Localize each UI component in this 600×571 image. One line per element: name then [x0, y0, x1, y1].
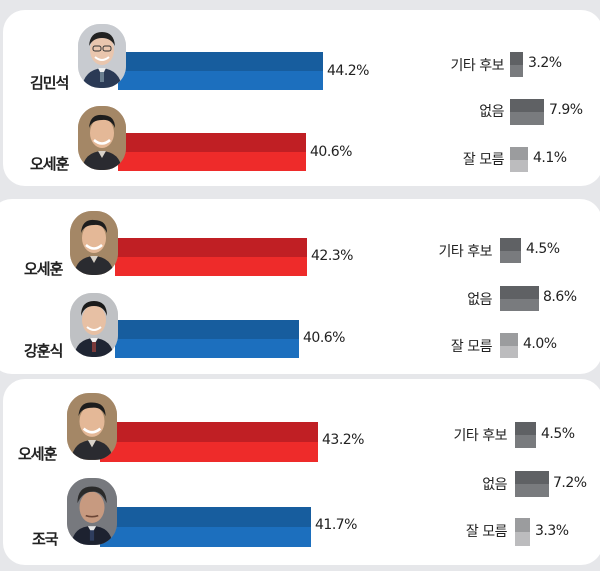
candidate-photo-kim-minseok: [78, 24, 126, 88]
other-label: 없음: [467, 292, 492, 308]
candidate-photo-oh-sehoon: [78, 106, 126, 170]
other-value: 7.2%: [553, 475, 587, 491]
other-bar-none: [500, 286, 539, 311]
candidate-bar-oh-sehoon: [118, 133, 306, 171]
candidate-name: 오세훈: [18, 445, 57, 463]
other-value: 4.5%: [526, 241, 560, 257]
other-label: 잘 모름: [465, 524, 508, 540]
other-label: 잘 모름: [450, 339, 493, 355]
other-bar-dont-know: [510, 147, 528, 172]
other-bar-other-candidates: [510, 52, 523, 77]
other-label: 없음: [479, 104, 504, 120]
other-label: 잘 모름: [462, 152, 505, 168]
other-value: 8.6%: [543, 289, 577, 305]
candidate-value: 41.7%: [315, 517, 357, 533]
candidate-name: 강훈식: [24, 342, 63, 360]
candidate-value: 42.3%: [311, 248, 353, 264]
other-bar-other-candidates: [515, 422, 536, 448]
candidate-photo-kang-hoonsik: [70, 293, 118, 357]
other-value: 3.3%: [535, 523, 569, 539]
candidate-value: 43.2%: [322, 432, 364, 448]
candidate-value: 40.6%: [303, 330, 345, 346]
other-value: 4.0%: [523, 336, 557, 352]
candidate-bar-kim-minseok: [118, 52, 323, 90]
candidate-bar-oh-sehoon: [115, 238, 307, 276]
candidate-bar-oh-sehoon: [100, 422, 318, 462]
other-label: 기타 후보: [450, 58, 505, 74]
other-label: 없음: [482, 477, 507, 493]
other-bar-other-candidates: [500, 238, 521, 263]
candidate-value: 40.6%: [310, 144, 352, 160]
candidate-name: 오세훈: [30, 155, 69, 173]
candidate-value: 44.2%: [327, 63, 369, 79]
candidate-photo-cho-kuk: [67, 478, 117, 545]
other-value: 4.1%: [533, 150, 567, 166]
other-bar-none: [515, 471, 549, 497]
other-value: 3.2%: [528, 55, 562, 71]
other-value: 4.5%: [541, 426, 575, 442]
candidate-photo-oh-sehoon: [70, 211, 118, 275]
other-bar-none: [510, 99, 544, 125]
other-label: 기타 후보: [453, 428, 508, 444]
candidate-name: 오세훈: [24, 260, 63, 278]
candidate-photo-oh-sehoon: [67, 393, 117, 460]
candidate-name: 김민석: [30, 74, 69, 92]
other-bar-dont-know: [515, 518, 530, 546]
candidate-bar-cho-kuk: [100, 507, 311, 547]
candidate-bar-kang-hoonsik: [115, 320, 299, 358]
other-value: 7.9%: [549, 102, 583, 118]
other-bar-dont-know: [500, 333, 518, 358]
other-label: 기타 후보: [438, 244, 493, 260]
candidate-name: 조국: [32, 530, 59, 548]
